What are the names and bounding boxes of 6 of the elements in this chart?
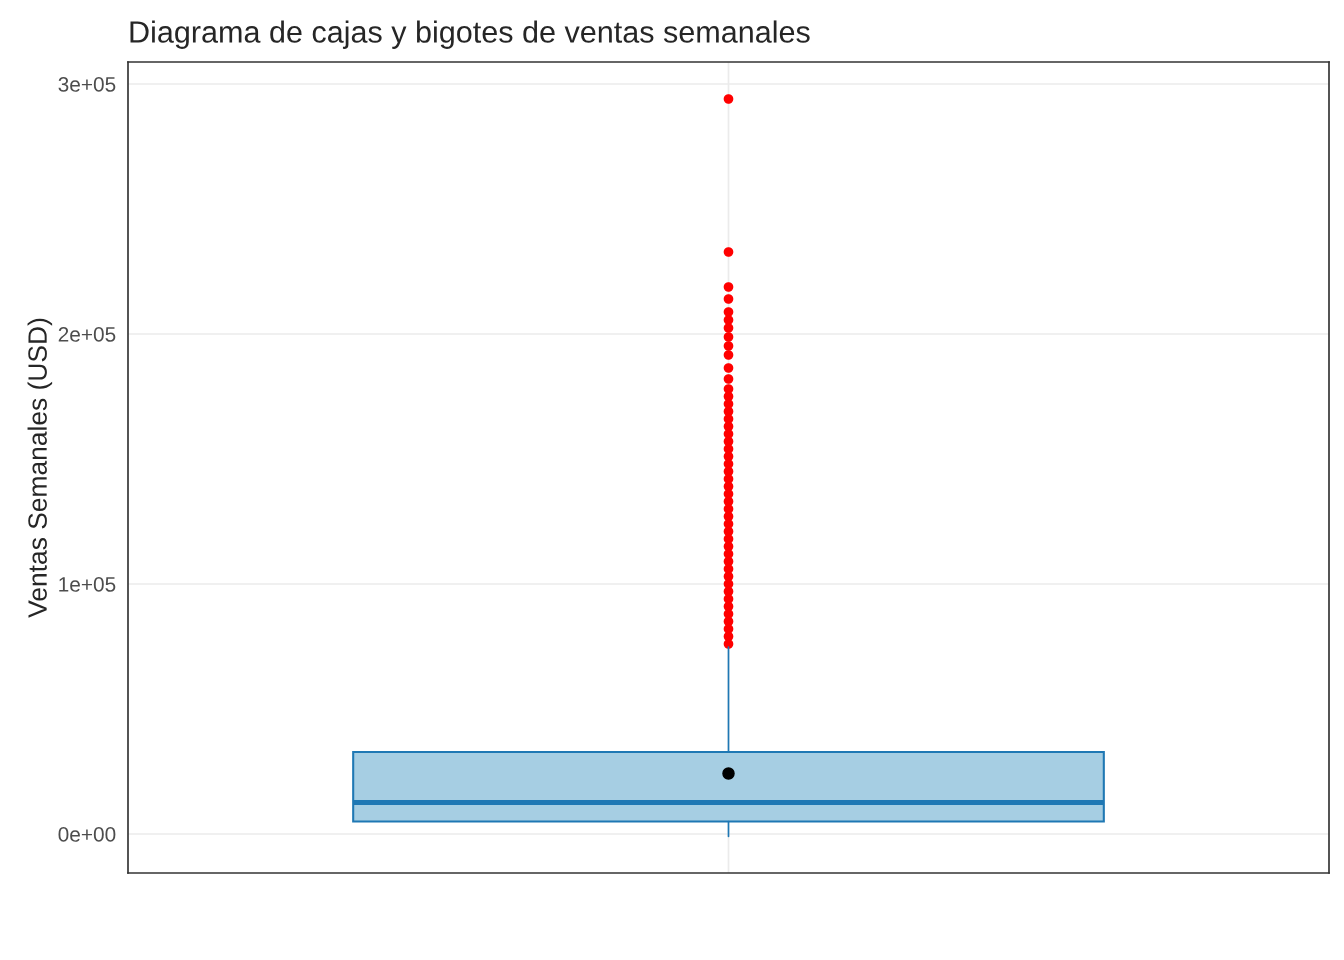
- y-axis-title: Ventas Semanales (USD): [27, 318, 53, 618]
- y-tick-label: 1e+05: [59, 577, 116, 592]
- y-tick-label: 2e+05: [58, 327, 116, 342]
- y-tick-label: 0e+00: [58, 827, 116, 842]
- chart-title: Diagrama de cajas y bigotes de ventas semanales: [130, 20, 810, 49]
- y-tick-label: 3e+05: [58, 77, 116, 92]
